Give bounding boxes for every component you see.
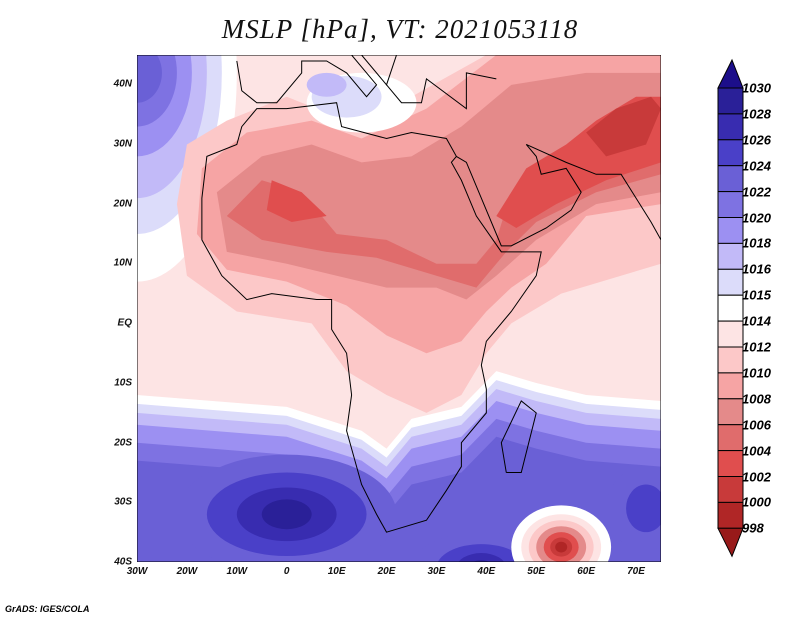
y-tick-label: 40N [113,78,132,90]
coastlines [202,55,661,532]
colorbar-label: 1004 [742,443,771,459]
colorbar-label: 1026 [742,132,771,148]
colorbar-label: 998 [742,520,764,536]
colorbar-label: 1012 [742,339,771,355]
coastline [501,401,536,473]
x-tick-label: 50E [527,566,546,577]
colorbar-segment [717,165,744,193]
pressure-contour-fill [226,108,661,288]
pressure-contour-fill [626,484,661,533]
y-tick-label: 30S [114,496,132,508]
coastline [362,55,397,85]
colorbar-label: 1028 [742,106,771,122]
x-tick-label: 10E [327,566,346,577]
colorbar-segment [717,398,744,426]
x-tick-label: 60E [577,566,595,577]
colorbar-label: 1000 [742,494,771,510]
colorbar-bottom-arrow [717,527,744,558]
colorbar-label: 1020 [742,210,771,225]
x-tick-label: 70E [627,566,645,577]
x-tick-label: 40E [477,566,496,577]
x-tick-label: 30E [427,566,446,577]
coastline [456,144,661,245]
colorbar-segment [717,320,744,348]
colorbar-label: 1030 [742,80,771,96]
colorbar-label: 1024 [742,158,771,174]
colorbar [717,58,744,558]
x-tick-label: 10W [226,566,248,577]
y-tick-label: 30N [113,138,132,150]
credit-text: GrADS: IGES/COLA [5,604,90,614]
colorbar-label: 1016 [742,261,771,277]
pressure-contour-fill [266,180,327,223]
y-tick-label: 20N [113,198,132,209]
coastline [237,55,377,103]
colorbar-segment [717,476,744,503]
colorbar-segment [717,191,744,219]
pressure-contour-fill [137,55,162,103]
colorbar-top-arrow [717,58,744,89]
colorbar-label: 1022 [742,184,771,200]
plot-title: MSLP [hPa], VT: 2021053118 [221,14,579,44]
colorbar-label: 1006 [742,417,771,433]
colorbar-segment [717,294,744,322]
y-tick-label: 10N [113,257,132,269]
colorbar-segment [717,450,744,478]
pressure-contour-fill [261,499,312,530]
pressure-contour-fill [555,541,568,553]
coastline [387,73,497,109]
colorbar-segment [717,113,744,141]
colorbar-segment [717,87,744,115]
colorbar-segment [717,346,744,374]
x-tick-label: 20E [377,566,396,577]
colorbar-segment [717,372,744,400]
colorbar-segment [717,139,744,167]
pressure-contour-fill [586,96,661,157]
colorbar-label: 1015 [742,287,771,303]
y-tick-label: 10S [114,377,132,389]
x-tick-label: 0 [283,566,290,577]
colorbar-label: 1018 [742,235,771,251]
pressure-contour-fill [458,553,505,562]
colorbar-label: 1010 [742,365,771,381]
y-tick-label: EQ [117,317,132,329]
pressure-contour-fill [306,72,347,97]
colorbar-label: 1014 [742,313,771,329]
colorbar-label: 1008 [742,391,771,407]
pressure-field [137,55,661,562]
colorbar-segment [717,217,744,244]
colorbar-segment [717,242,744,270]
mslp-map [137,55,661,562]
colorbar-segment [717,501,744,529]
colorbar-segment [717,268,744,296]
colorbar-label: 1002 [742,469,771,484]
coastline [202,103,541,532]
y-tick-label: 20S [114,437,132,448]
x-tick-label: 30W [126,566,148,577]
colorbar-segment [717,424,744,452]
y-tick-label: 40S [114,556,132,568]
x-tick-label: 20W [176,566,198,577]
